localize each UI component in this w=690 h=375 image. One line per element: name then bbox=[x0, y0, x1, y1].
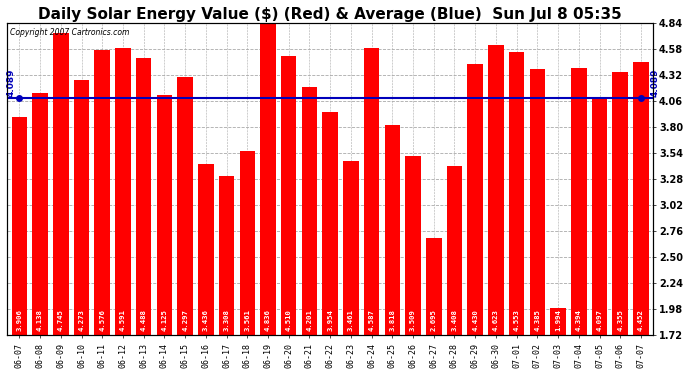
Text: 3.906: 3.906 bbox=[17, 309, 22, 332]
Text: 4.745: 4.745 bbox=[58, 309, 63, 332]
Text: 4.430: 4.430 bbox=[472, 309, 478, 332]
Text: 4.576: 4.576 bbox=[99, 309, 106, 332]
Text: 4.452: 4.452 bbox=[638, 309, 644, 332]
Bar bbox=[198, 164, 214, 335]
Bar bbox=[12, 117, 27, 335]
Text: 4.553: 4.553 bbox=[513, 309, 520, 332]
Text: 2.695: 2.695 bbox=[431, 309, 437, 332]
Bar bbox=[219, 177, 235, 335]
Bar bbox=[157, 94, 172, 335]
Text: 3.461: 3.461 bbox=[348, 309, 354, 332]
Text: 4.587: 4.587 bbox=[368, 309, 375, 332]
Bar bbox=[239, 151, 255, 335]
Bar bbox=[281, 56, 297, 335]
Bar bbox=[509, 52, 524, 335]
Text: 4.836: 4.836 bbox=[265, 309, 271, 332]
Text: 4.355: 4.355 bbox=[618, 309, 623, 332]
Text: 4.623: 4.623 bbox=[493, 309, 499, 332]
Bar bbox=[488, 45, 504, 335]
Bar bbox=[322, 112, 338, 335]
Bar bbox=[592, 98, 607, 335]
Bar bbox=[613, 72, 628, 335]
Bar bbox=[405, 156, 421, 335]
Bar bbox=[551, 308, 566, 335]
Bar bbox=[467, 64, 483, 335]
Bar bbox=[384, 125, 400, 335]
Bar bbox=[426, 238, 442, 335]
Text: 4.297: 4.297 bbox=[182, 309, 188, 332]
Text: 4.089: 4.089 bbox=[650, 69, 659, 97]
Text: 4.125: 4.125 bbox=[161, 309, 168, 332]
Text: 3.408: 3.408 bbox=[451, 309, 457, 332]
Text: 3.308: 3.308 bbox=[224, 309, 230, 332]
Text: 1.994: 1.994 bbox=[555, 309, 561, 332]
Text: 3.509: 3.509 bbox=[410, 309, 416, 332]
Bar bbox=[32, 93, 48, 335]
Text: 3.954: 3.954 bbox=[327, 309, 333, 332]
Text: 4.510: 4.510 bbox=[286, 309, 292, 332]
Text: 4.385: 4.385 bbox=[534, 309, 540, 332]
Bar bbox=[136, 58, 152, 335]
Title: Daily Solar Energy Value ($) (Red) & Average (Blue)  Sun Jul 8 05:35: Daily Solar Energy Value ($) (Red) & Ave… bbox=[38, 7, 622, 22]
Bar bbox=[74, 80, 89, 335]
Bar bbox=[95, 50, 110, 335]
Text: 4.201: 4.201 bbox=[306, 309, 313, 332]
Text: 4.089: 4.089 bbox=[7, 69, 16, 97]
Bar bbox=[53, 33, 68, 335]
Text: 3.561: 3.561 bbox=[244, 309, 250, 332]
Bar bbox=[530, 69, 545, 335]
Bar bbox=[446, 166, 462, 335]
Text: 4.138: 4.138 bbox=[37, 309, 43, 332]
Bar bbox=[364, 48, 380, 335]
Text: 4.097: 4.097 bbox=[597, 309, 602, 332]
Text: 3.818: 3.818 bbox=[389, 309, 395, 332]
Text: 4.488: 4.488 bbox=[141, 309, 147, 332]
Text: 3.436: 3.436 bbox=[203, 309, 209, 332]
Bar bbox=[177, 78, 193, 335]
Bar bbox=[343, 161, 359, 335]
Bar bbox=[302, 87, 317, 335]
Bar bbox=[571, 68, 586, 335]
Text: 4.273: 4.273 bbox=[79, 309, 85, 332]
Text: Copyright 2007 Cartronics.com: Copyright 2007 Cartronics.com bbox=[10, 28, 130, 37]
Text: 4.591: 4.591 bbox=[120, 309, 126, 332]
Text: 4.394: 4.394 bbox=[575, 309, 582, 332]
Bar bbox=[115, 48, 130, 335]
Bar bbox=[633, 62, 649, 335]
Bar bbox=[260, 24, 276, 335]
